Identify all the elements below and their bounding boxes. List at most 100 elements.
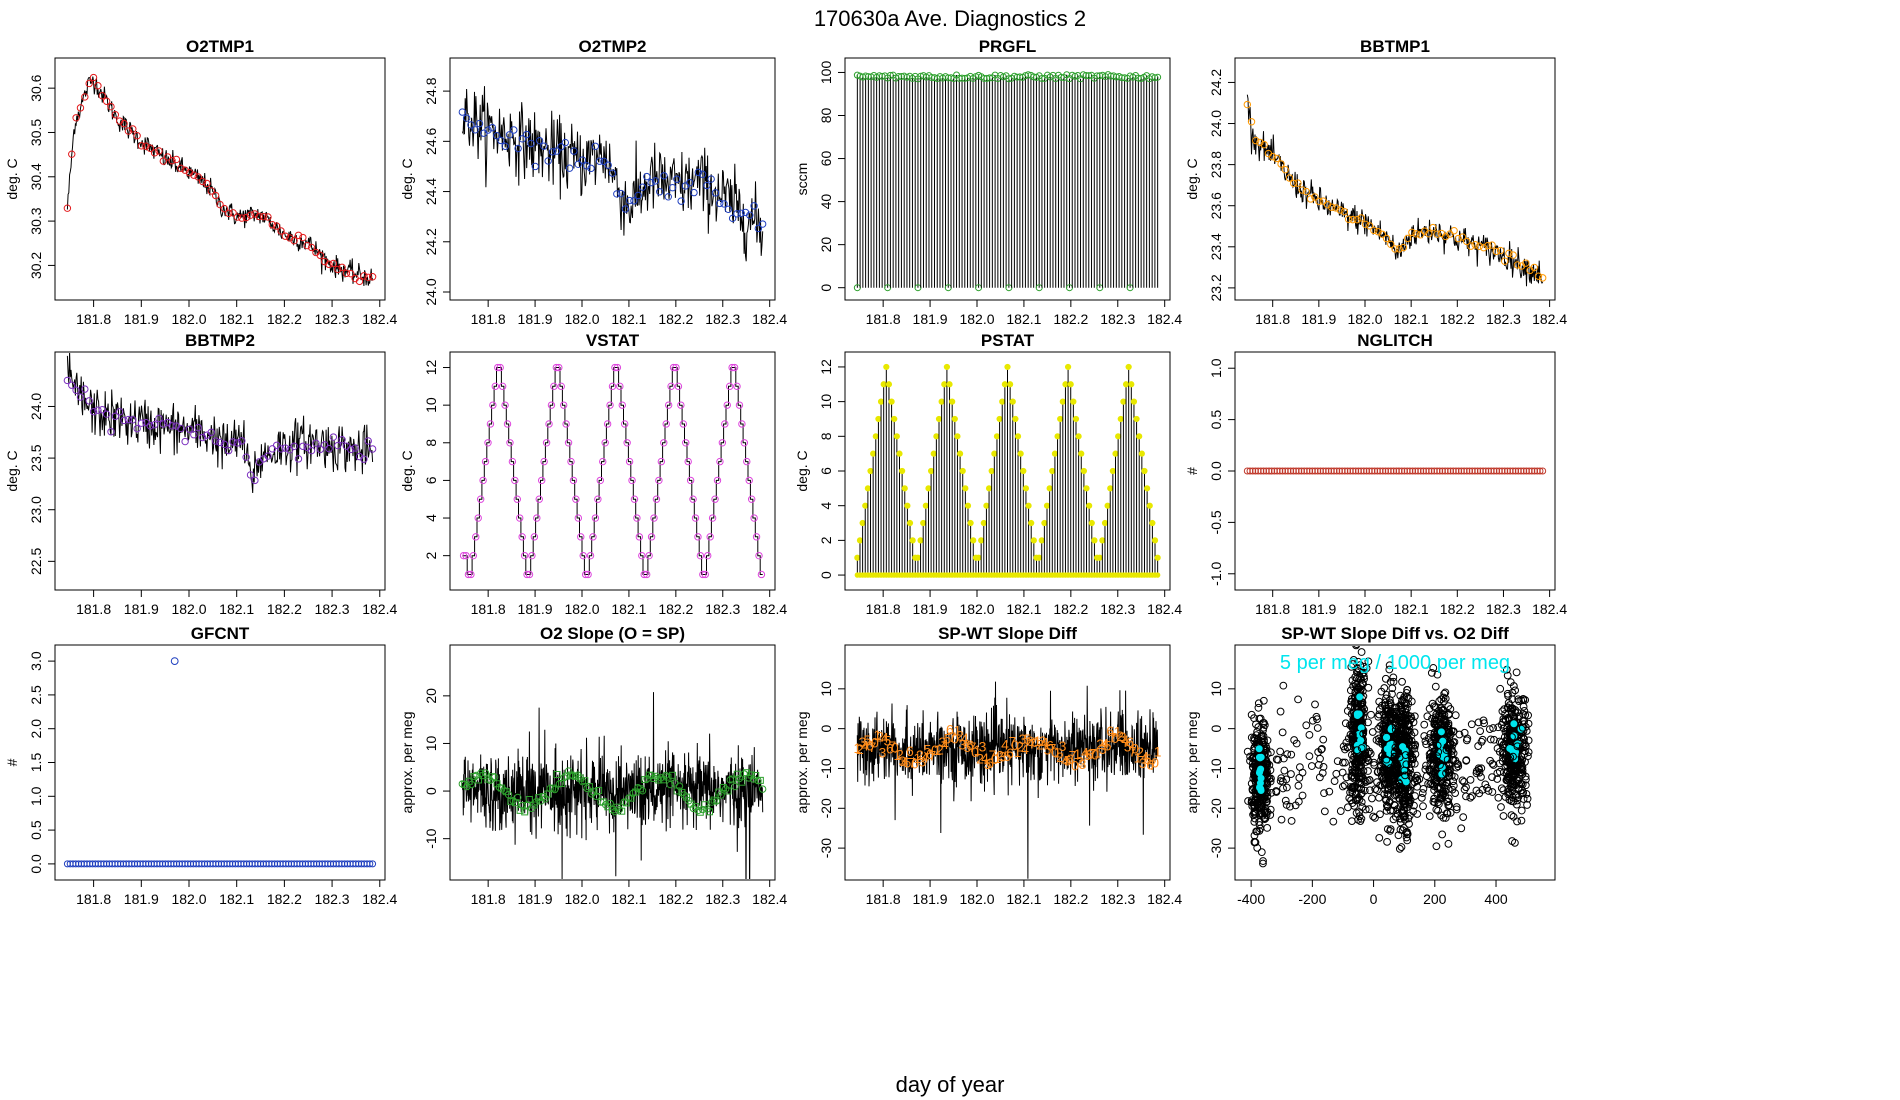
data-point	[1391, 753, 1399, 761]
data-point	[1371, 467, 1379, 475]
data-point	[1319, 735, 1328, 744]
data-point	[1481, 780, 1490, 789]
data-point	[755, 551, 763, 560]
data-point	[677, 197, 685, 205]
data-point	[1384, 778, 1393, 787]
x-tick-label: 182.3	[1486, 601, 1521, 617]
data-point	[935, 415, 943, 423]
data-point	[1395, 753, 1404, 762]
data-point	[733, 770, 741, 778]
y-tick-label: 100	[818, 61, 834, 85]
data-point	[1298, 768, 1307, 777]
y-tick-label: 24.0	[423, 278, 439, 305]
data-point	[1476, 467, 1484, 475]
data-point	[551, 785, 559, 794]
x-tick-label: 182.0	[1347, 311, 1382, 327]
data-point	[527, 139, 535, 148]
data-point	[484, 126, 492, 134]
data-point	[1282, 783, 1291, 792]
panel-bbtmp2: BBTMP2 deg. C 181.8 181.9 182.0 182.1 182.2 182…	[4, 331, 397, 617]
data-point	[1341, 758, 1349, 767]
data-point	[264, 452, 272, 460]
data-point	[277, 445, 285, 453]
data-point	[1430, 728, 1439, 737]
point-label: 0	[1091, 746, 1099, 762]
data-point	[137, 419, 146, 427]
point-label: 3	[858, 734, 866, 750]
panel-gfcnt: GFCNT #181.8 181.9 182.0 182.1 182.2 182.3 182.…	[4, 624, 397, 907]
data-point	[721, 420, 729, 428]
panel-title: SP-WT Slope Diff	[938, 624, 1077, 643]
data-point	[743, 457, 751, 466]
data-point	[696, 551, 705, 560]
data-point	[531, 162, 539, 171]
x-tick-label: 182.1	[611, 311, 646, 327]
point-label: 4	[1121, 732, 1129, 748]
x-tick-label: 200	[1423, 891, 1447, 907]
x-tick-label: 182.3	[315, 601, 350, 617]
data-point	[1014, 433, 1022, 440]
data-point	[954, 433, 961, 440]
data-point	[264, 213, 272, 221]
highlight-point	[1255, 753, 1263, 761]
data-point	[1398, 807, 1406, 816]
data-point	[1436, 721, 1445, 729]
data-point	[1350, 752, 1358, 761]
y-tick-label: 0.5	[28, 820, 44, 840]
data-point	[1357, 648, 1366, 656]
data-point	[613, 190, 621, 198]
point-label: 4	[1021, 741, 1029, 757]
data-point	[1419, 784, 1428, 793]
data-point	[730, 363, 739, 372]
data-point	[1441, 814, 1450, 822]
data-point	[1347, 662, 1356, 671]
data-point	[1390, 467, 1398, 475]
data-point	[1517, 733, 1526, 742]
y-tick-label: -30	[1208, 838, 1224, 858]
y-tick-label: 12	[818, 359, 834, 375]
data-point	[1499, 786, 1508, 794]
data-point	[1354, 815, 1362, 824]
point-label: 1	[934, 742, 942, 758]
data-point	[640, 570, 648, 579]
data-point	[1403, 234, 1412, 243]
data-point	[325, 260, 333, 269]
point-label: 6	[1086, 746, 1094, 762]
data-point	[1474, 764, 1483, 773]
data-point	[1452, 763, 1461, 772]
data-point	[481, 457, 490, 466]
plot-frame	[844, 57, 1171, 301]
data-point	[564, 767, 573, 775]
data-point	[859, 519, 866, 527]
x-tick-label: 182.2	[658, 891, 693, 907]
data-point	[672, 363, 680, 372]
data-point	[1517, 761, 1526, 770]
point-label: 0	[1011, 737, 1019, 753]
highlight-point	[1382, 734, 1390, 742]
data-point	[294, 231, 303, 239]
data-point	[615, 805, 624, 814]
point-label: 1	[914, 750, 922, 766]
data-point	[669, 363, 678, 372]
data-point	[1421, 737, 1430, 745]
data-point	[1493, 467, 1501, 475]
data-point	[1402, 803, 1411, 812]
data-point	[1425, 467, 1433, 475]
data-point	[650, 774, 658, 782]
data-point	[1441, 232, 1450, 241]
data-point	[854, 554, 861, 561]
data-point	[1352, 646, 1360, 650]
panel-spwt: SP-WT Slope Diff approx. per meg 181.8 181.…	[794, 624, 1182, 907]
point-label: 7	[1089, 746, 1097, 762]
point-label: 2	[1036, 736, 1044, 752]
data-point	[724, 205, 733, 214]
point-label: 1	[873, 727, 881, 743]
data-point	[1443, 723, 1452, 732]
y-tick-label: 10	[818, 681, 834, 697]
point-label: 2	[896, 746, 904, 762]
data-point	[133, 424, 141, 433]
point-label: 0	[931, 742, 939, 758]
data-point	[1353, 646, 1360, 648]
data-point	[1497, 784, 1506, 793]
data-point	[528, 551, 536, 560]
